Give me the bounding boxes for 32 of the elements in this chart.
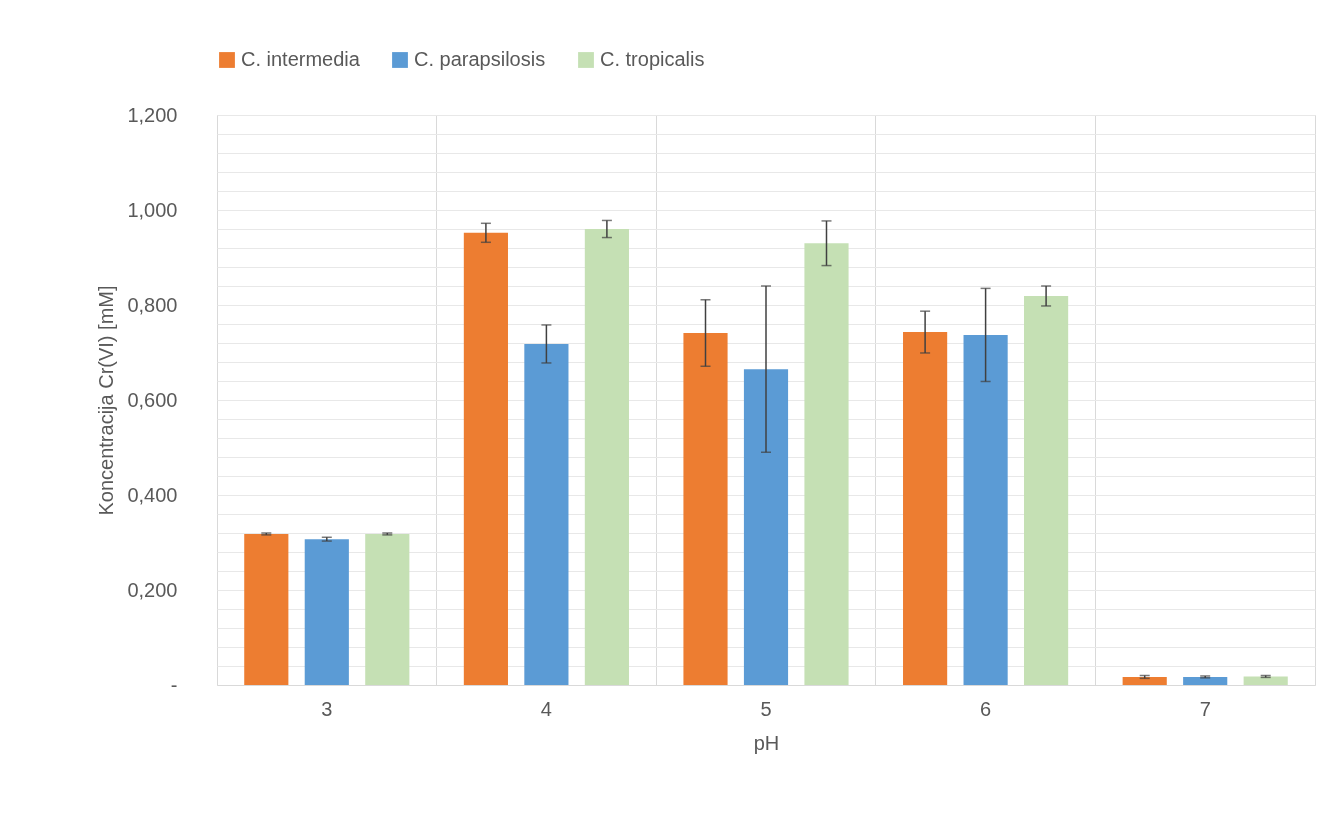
y-tick-label: 1,000 xyxy=(127,198,178,221)
bar xyxy=(365,533,410,685)
bar xyxy=(584,229,629,685)
bar xyxy=(1243,676,1288,685)
bar xyxy=(244,533,289,685)
bar xyxy=(463,232,508,685)
bar xyxy=(524,343,569,685)
bar xyxy=(963,334,1008,685)
bar xyxy=(1024,295,1069,685)
bar xyxy=(903,332,948,685)
x-axis-title: pH xyxy=(753,731,780,754)
y-tick-label: 0,600 xyxy=(127,388,178,411)
x-tick-label: 5 xyxy=(760,697,772,720)
y-tick-label: 1,200 xyxy=(127,103,178,126)
bar xyxy=(743,369,789,685)
legend-label: C. intermedia xyxy=(241,48,361,70)
x-tick-label: 4 xyxy=(540,697,552,720)
bar xyxy=(1183,676,1228,685)
bar xyxy=(683,333,728,685)
x-tick-label: 3 xyxy=(321,697,333,720)
bar xyxy=(804,243,849,685)
bar xyxy=(1122,676,1167,685)
y-tick-label: 0,800 xyxy=(127,293,178,316)
y-tick-label: 0,400 xyxy=(127,483,178,506)
legend-label: C. tropicalis xyxy=(600,48,705,70)
y-tick-label: - xyxy=(170,673,178,696)
x-tick-label: 7 xyxy=(1199,697,1211,720)
y-tick-label: 0,200 xyxy=(127,578,178,601)
legend-label: C. parapsilosis xyxy=(414,48,546,70)
bar xyxy=(304,539,349,685)
x-tick-label: 6 xyxy=(980,697,992,720)
y-axis-title: Koncentracija Cr(VI) [mM] xyxy=(95,285,118,516)
